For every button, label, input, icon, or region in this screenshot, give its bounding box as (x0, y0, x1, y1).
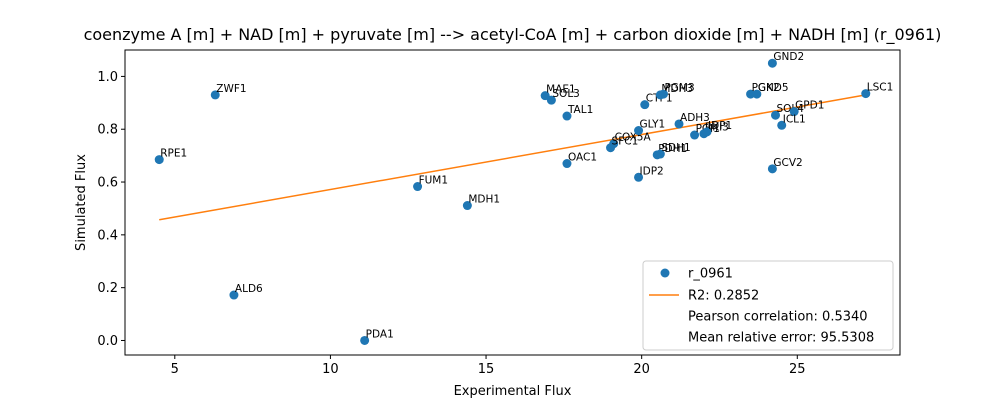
chart-title: coenzyme A [m] + NAD [m] + pyruvate [m] … (84, 25, 942, 45)
data-point-label: SDH1 (661, 142, 690, 154)
data-point-label: SOL3 (552, 88, 579, 100)
data-point-label: FUM1 (419, 175, 448, 187)
data-point-label: MDH3 (661, 83, 693, 95)
data-point-label: LSC1 (867, 82, 894, 94)
data-point-label: OAC1 (568, 152, 597, 164)
data-point (655, 149, 665, 159)
legend-label: Mean relative error: 95.5308 (688, 331, 874, 346)
data-point (674, 119, 684, 129)
data-point (746, 89, 756, 99)
data-point (210, 90, 220, 100)
data-point (562, 159, 572, 169)
data-point-label: PDA1 (366, 328, 394, 340)
data-point (606, 143, 616, 153)
data-point (702, 127, 712, 137)
y-tick-label: 0.6 (97, 176, 118, 191)
x-tick-label: 25 (789, 362, 806, 377)
data-point-label: RPE1 (160, 148, 187, 160)
data-point-label: GPD1 (795, 100, 824, 112)
plot-frame (124, 49, 901, 356)
x-tick-label: 15 (478, 362, 495, 377)
data-point-label: ZWF1 (216, 83, 246, 95)
data-point-label: COX5A (615, 132, 652, 144)
x-tick-label: 20 (633, 362, 650, 377)
data-point (861, 89, 871, 99)
y-axis: 0.0 0.2 0.4 0.6 0.8 1.0 (97, 70, 125, 349)
legend-label: r_0961 (688, 267, 733, 282)
data-point-label: MAE1 (546, 84, 576, 96)
data-point-label: SFC1 (612, 136, 639, 148)
y-tick-label: 1.0 (97, 70, 118, 85)
y-axis-label: Simulated Flux (74, 154, 89, 251)
x-tick-label: 5 (171, 362, 179, 377)
y-tick-label: 0.8 (97, 123, 118, 138)
data-point (767, 164, 777, 174)
data-point-label: TAL1 (567, 104, 593, 116)
data-point (640, 100, 650, 110)
data-point (540, 91, 550, 101)
data-point (771, 110, 781, 120)
y-tick-label: 0.0 (97, 334, 118, 349)
x-tick-label: 10 (322, 362, 339, 377)
legend-marker (660, 268, 670, 278)
data-point (634, 126, 644, 136)
data-point (562, 111, 572, 121)
y-tick-label: 0.4 (97, 228, 118, 243)
legend-label: Pearson correlation: 0.5340 (688, 310, 868, 325)
data-point (658, 89, 668, 99)
data-point-label: ALD6 (235, 283, 263, 295)
data-point (690, 130, 700, 140)
data-point (546, 95, 556, 105)
data-point (154, 155, 164, 165)
data-point-label: PDH1 (658, 143, 687, 155)
data-point (789, 107, 799, 117)
data-point-label: ADH3 (680, 112, 710, 124)
fit-line (159, 94, 866, 221)
data-point (360, 335, 370, 345)
x-axis: 5 10 15 20 25 (171, 355, 806, 377)
data-point-label: IDP2 (640, 165, 664, 177)
data-point-label: PGM3 (664, 82, 694, 94)
legend-label: R2: 0.2852 (688, 289, 759, 304)
data-point (777, 120, 787, 130)
data-point-label: ICL1 (783, 113, 806, 125)
data-point-label: GND2 (773, 51, 804, 63)
data-point (413, 182, 423, 192)
data-point-label: IDP1 (708, 120, 732, 132)
legend: r_0961 R2: 0.2852 Pearson correlation: 0.5… (642, 260, 894, 351)
data-point (767, 58, 777, 68)
data-point-label: MDH1 (468, 194, 500, 206)
data-point (634, 172, 644, 182)
data-point-label: GND5 (758, 82, 789, 94)
data-point-label: GCV2 (773, 157, 802, 169)
y-tick-label: 0.2 (97, 281, 118, 296)
legend-box (642, 260, 894, 351)
data-point (462, 201, 472, 211)
data-point (229, 290, 239, 300)
data-point (752, 89, 762, 99)
data-point-label: GLY1 (640, 119, 666, 131)
x-axis-label: Experimental Flux (454, 384, 572, 399)
